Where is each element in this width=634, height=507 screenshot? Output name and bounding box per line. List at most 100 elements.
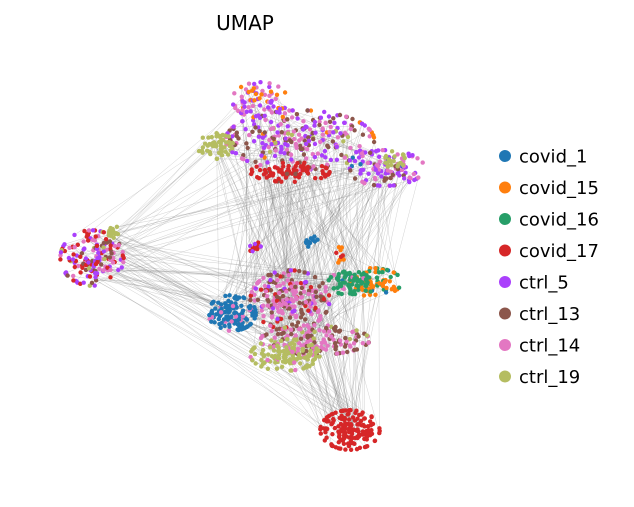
point-covid-16 [344, 271, 350, 276]
point-ctrl-14 [120, 249, 125, 255]
point-covid-1 [226, 310, 231, 315]
graph-edge [333, 178, 387, 347]
graph-edge [99, 268, 354, 281]
point-ctrl-13 [320, 281, 325, 286]
graph-edge [98, 102, 245, 251]
point-covid-17 [103, 237, 109, 242]
point-covid-17 [78, 281, 83, 286]
point-ctrl-19 [296, 354, 302, 359]
graph-edge [282, 313, 308, 343]
point-ctrl-14 [288, 152, 293, 157]
point-ctrl-14 [367, 127, 372, 133]
point-covid-16 [348, 287, 353, 292]
graph-edge [312, 286, 359, 348]
legend-marker-ctrl-13 [499, 307, 511, 320]
graph-edge [248, 134, 349, 285]
graph-edge [302, 123, 363, 347]
point-ctrl-14 [267, 93, 272, 99]
graph-edge [325, 287, 357, 411]
point-ctrl-5 [248, 109, 253, 114]
point-ctrl-19 [259, 357, 264, 363]
legend-marker-covid-16 [499, 213, 511, 225]
point-ctrl-5 [97, 254, 102, 260]
point-ctrl-14 [322, 340, 328, 345]
point-ctrl-14 [279, 308, 284, 314]
point-ctrl-14 [323, 120, 328, 126]
point-ctrl-13 [99, 262, 104, 267]
point-ctrl-19 [283, 357, 288, 362]
point-ctrl-5 [358, 171, 363, 176]
graph-edge [247, 326, 288, 351]
graph-edge [246, 160, 355, 351]
point-ctrl-19 [224, 140, 229, 145]
point-ctrl-5 [301, 127, 306, 132]
graph-edge [262, 152, 278, 360]
point-ctrl-5 [387, 183, 393, 188]
point-ctrl-19 [249, 349, 254, 354]
point-ctrl-14 [312, 301, 318, 306]
point-covid-16 [338, 283, 344, 289]
point-ctrl-14 [375, 163, 381, 169]
point-ctrl-19 [230, 141, 235, 146]
point-ctrl-14 [320, 132, 326, 137]
point-ctrl-19 [281, 348, 286, 354]
point-ctrl-5 [277, 110, 282, 115]
point-ctrl-13 [236, 136, 241, 141]
point-ctrl-19 [102, 256, 107, 262]
graph-edge [61, 249, 387, 290]
point-ctrl-5 [270, 306, 276, 311]
point-ctrl-5 [252, 81, 257, 87]
point-ctrl-5 [240, 119, 245, 124]
point-covid-1 [308, 236, 314, 241]
point-ctrl-5 [366, 171, 371, 176]
point-covid-1 [224, 305, 230, 310]
point-covid-16 [376, 270, 382, 275]
point-ctrl-5 [332, 120, 337, 126]
point-ctrl-13 [65, 273, 70, 278]
point-ctrl-14 [289, 115, 295, 120]
graph-edge [326, 155, 387, 438]
point-ctrl-14 [269, 315, 275, 320]
point-ctrl-19 [200, 150, 205, 155]
point-ctrl-19 [312, 356, 317, 362]
point-ctrl-13 [298, 146, 303, 152]
graph-edge [61, 249, 368, 427]
graph-edge [102, 270, 357, 411]
point-ctrl-5 [395, 171, 400, 176]
point-ctrl-5 [282, 151, 287, 156]
point-ctrl-14 [229, 319, 234, 324]
point-covid-17 [275, 166, 280, 171]
point-ctrl-14 [218, 310, 224, 315]
point-ctrl-14 [366, 340, 371, 345]
graph-edge [254, 294, 345, 427]
graph-edge [224, 143, 286, 304]
point-ctrl-14 [319, 340, 324, 346]
point-covid-15 [380, 283, 386, 289]
point-ctrl-13 [280, 293, 286, 299]
point-covid-15 [251, 86, 256, 91]
graph-edge [215, 144, 296, 360]
graph-edge [252, 314, 364, 435]
point-ctrl-13 [356, 334, 361, 339]
point-ctrl-13 [306, 135, 311, 140]
point-covid-17 [358, 418, 364, 424]
point-ctrl-14 [305, 323, 310, 328]
point-covid-17 [342, 415, 347, 421]
point-ctrl-19 [309, 342, 314, 348]
point-covid-17 [298, 171, 303, 177]
graph-edge [253, 181, 276, 349]
graph-edge [234, 120, 254, 314]
point-ctrl-19 [259, 364, 264, 369]
graph-edge [323, 141, 344, 429]
point-ctrl-14 [269, 110, 275, 115]
point-ctrl-5 [250, 249, 255, 254]
graph-edge [198, 150, 347, 164]
point-ctrl-13 [245, 145, 250, 151]
point-ctrl-19 [278, 338, 284, 344]
point-covid-17 [298, 164, 303, 169]
point-covid-17 [342, 432, 348, 437]
point-ctrl-19 [202, 141, 208, 146]
point-covid-16 [342, 280, 347, 285]
graph-edge [85, 264, 323, 284]
point-ctrl-13 [294, 323, 299, 329]
